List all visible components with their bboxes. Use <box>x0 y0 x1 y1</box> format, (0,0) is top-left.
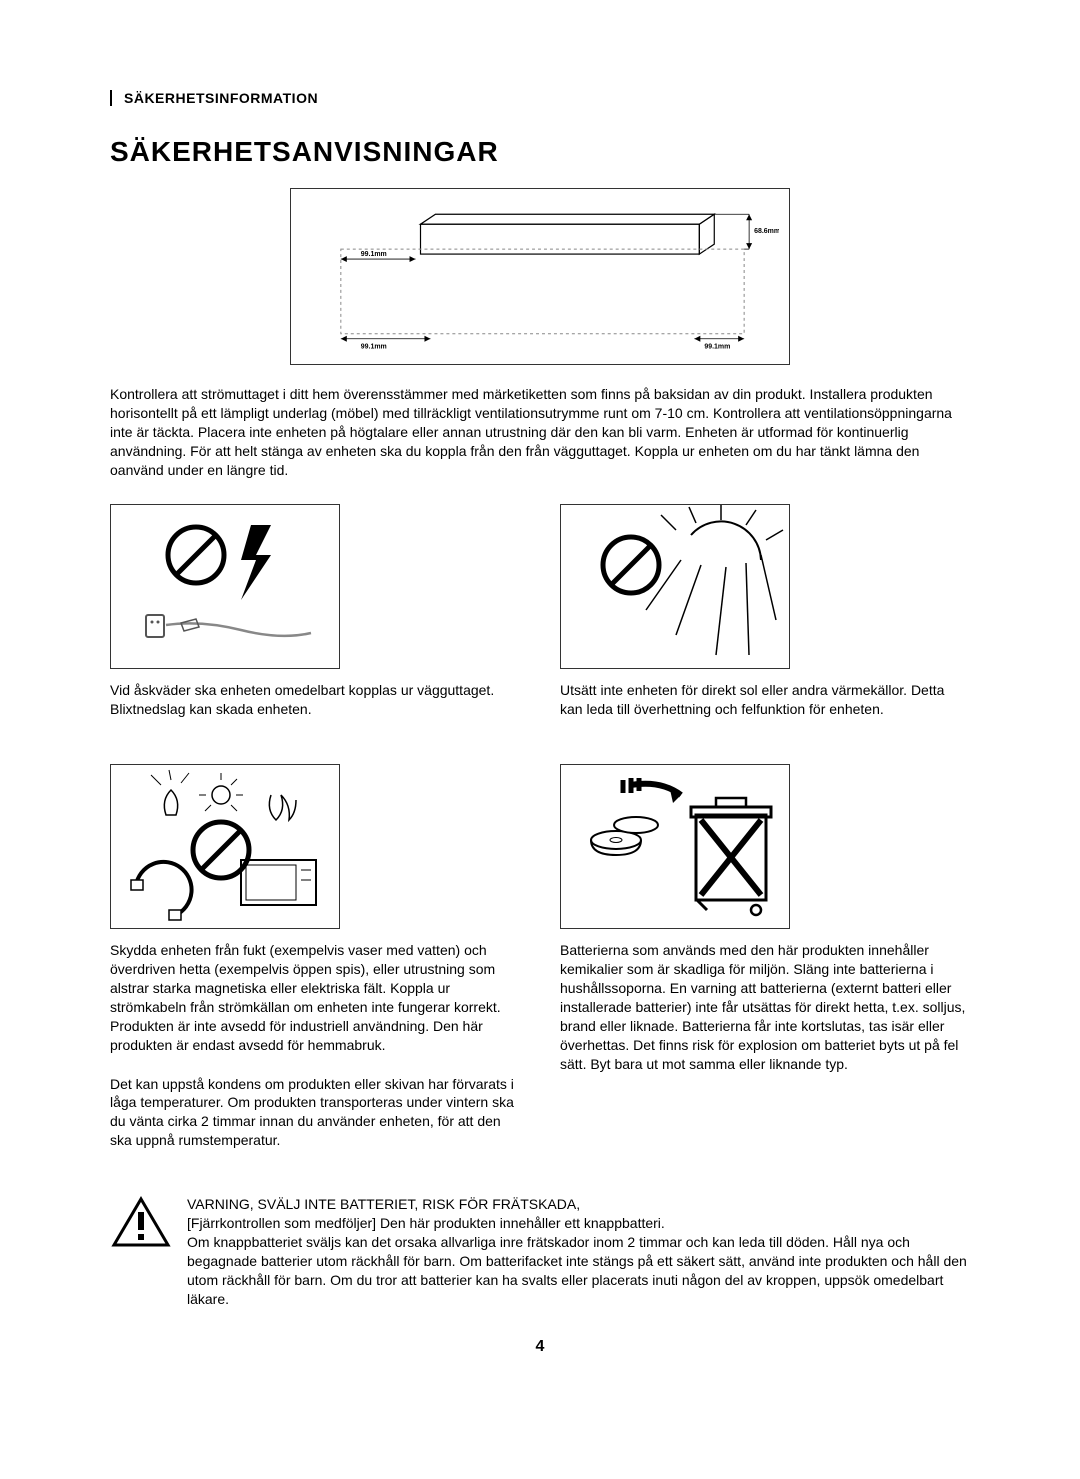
dim-bottom-left: 99.1mm <box>361 344 387 349</box>
moisture-text-a: Skydda enheten från fukt (exempelvis vas… <box>110 941 520 1054</box>
section-header: SÄKERHETSINFORMATION <box>110 90 970 106</box>
dim-top-right: 68.6mm <box>754 228 779 235</box>
clearance-diagram: 68.6mm 99.1mm 99.1mm 99.1mm <box>290 188 790 365</box>
dim-top-left: 99.1mm <box>361 251 387 258</box>
section-label: SÄKERHETSINFORMATION <box>124 90 970 106</box>
warning-heading: VARNING, SVÄLJ INTE BATTERIET, RISK FÖR … <box>187 1195 970 1214</box>
intro-paragraph: Kontrollera att strömuttaget i ditt hem … <box>110 385 970 479</box>
warning-row-2: Skydda enheten från fukt (exempelvis vas… <box>110 764 970 1170</box>
warning-body: Om knappbatteriet sväljs kan det orsaka … <box>187 1234 967 1307</box>
moisture-text-b: Det kan uppstå kondens om produkten elle… <box>110 1075 520 1151</box>
warning-line1: [Fjärrkontrollen som medföljer] Den här … <box>187 1214 970 1233</box>
battery-disposal-icon <box>560 764 790 929</box>
sun-warning-icon <box>560 504 790 669</box>
page-title: SÄKERHETSANVISNINGAR <box>110 136 970 168</box>
lightning-warning-icon <box>110 504 340 669</box>
battery-text: Batterierna som används med den här prod… <box>560 941 970 1073</box>
warning-triangle-icon <box>110 1195 172 1255</box>
page-number: 4 <box>110 1338 970 1356</box>
moisture-heat-warning-icon <box>110 764 340 929</box>
battery-swallow-warning: VARNING, SVÄLJ INTE BATTERIET, RISK FÖR … <box>110 1195 970 1308</box>
warning-row-1: Vid åskväder ska enheten omedelbart kopp… <box>110 504 970 739</box>
lightning-text: Vid åskväder ska enheten omedelbart kopp… <box>110 681 520 719</box>
sun-text: Utsätt inte enheten för direkt sol eller… <box>560 681 970 719</box>
dim-bottom-right: 99.1mm <box>704 344 730 349</box>
